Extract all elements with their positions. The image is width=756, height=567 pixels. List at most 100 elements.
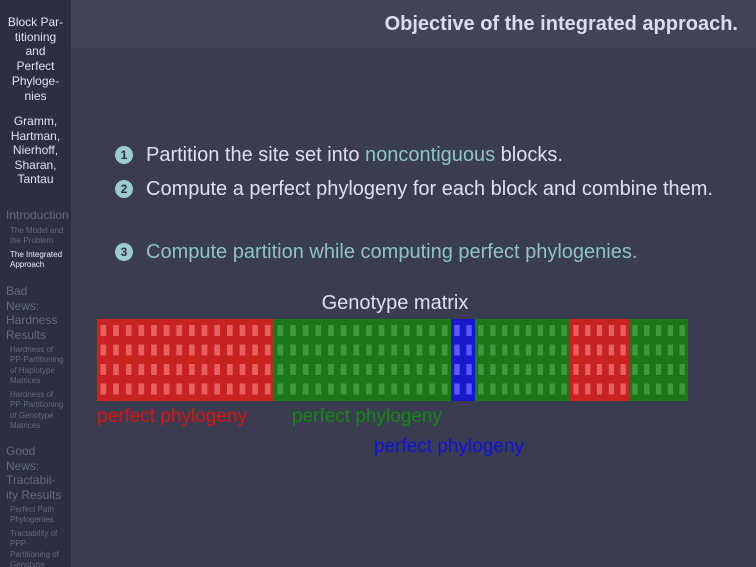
matrix-cell (138, 383, 145, 395)
item-part: blocks. (495, 144, 563, 166)
sidebar-subsection[interactable]: PP-Partitioning (10, 400, 64, 410)
matrix-cell (490, 344, 496, 356)
matrix-cell (302, 383, 309, 395)
matrix-cell (644, 364, 650, 375)
sidebar-subsection[interactable]: Partitioning of (10, 549, 59, 559)
matrix-cell (573, 383, 579, 395)
matrix-cell (264, 364, 271, 375)
matrix-cell (561, 325, 567, 336)
sidebar: Block Par-titioning and Perfect Phyloge-nie… (0, 0, 71, 567)
block-label: perfect phylogeny (374, 436, 524, 457)
sidebar-subsection[interactable]: The Integrated (10, 250, 63, 259)
sidebar-title: Phyloge- (11, 73, 60, 88)
matrix-cell (667, 344, 674, 356)
sidebar-subsection[interactable]: Matrices (10, 421, 41, 431)
matrix-cell (608, 325, 615, 336)
matrix-cell (632, 325, 638, 336)
matrix-cell (585, 383, 591, 395)
sidebar-section[interactable]: Introduction (6, 208, 69, 222)
sidebar-section[interactable]: News: (6, 458, 40, 473)
matrix-cell (201, 325, 208, 336)
sidebar-subsection[interactable]: PPP- (10, 539, 29, 549)
sidebar-section[interactable]: Good (6, 444, 36, 458)
matrix-cell (644, 344, 650, 356)
matrix-cell (277, 364, 284, 375)
matrix-cell (513, 325, 520, 336)
sidebar-section[interactable]: Tractabil- (6, 473, 56, 487)
matrix-cell (189, 364, 195, 375)
matrix-cell (608, 364, 615, 375)
matrix-cell (644, 325, 650, 336)
matrix-cell (632, 344, 638, 356)
sidebar-subsection[interactable]: PP-Partitioning (10, 355, 64, 365)
sidebar-subsection[interactable]: Perfect Path (10, 505, 55, 514)
sidebar-subsection[interactable]: Hardness of (10, 390, 54, 399)
sidebar-subsection[interactable]: Genotype (10, 560, 45, 567)
matrix-cell (655, 364, 662, 375)
sidebar-subsection[interactable]: of Genotype (10, 410, 54, 420)
sidebar-section[interactable]: ity Results (6, 487, 62, 502)
matrix-cell (667, 364, 674, 375)
matrix-cell (201, 364, 208, 375)
sidebar-section[interactable]: Bad (6, 284, 28, 298)
matrix-cell (264, 383, 271, 395)
sidebar-section[interactable]: News: (6, 298, 40, 313)
matrix-cell (176, 344, 183, 356)
matrix-cell (632, 383, 638, 395)
matrix-cell (201, 383, 208, 395)
matrix-cell (239, 344, 246, 356)
matrix-cell (290, 344, 296, 356)
matrix-cell (549, 344, 555, 356)
matrix-cell (403, 344, 410, 356)
matrix-cell (302, 325, 309, 336)
item-number: 3 (115, 243, 133, 261)
sidebar-subsection[interactable]: Tractability of (10, 529, 58, 538)
matrix-cell (100, 344, 107, 356)
matrix-cell (429, 364, 435, 375)
matrix-cell (454, 325, 460, 336)
matrix-cell (537, 344, 544, 356)
matrix-cell (366, 364, 372, 375)
matrix-cell (340, 325, 347, 336)
frame-title: Objective of the integrated approach. (384, 13, 738, 35)
sidebar-title: Perfect (16, 59, 55, 74)
sidebar-subsection[interactable]: Approach (10, 260, 45, 270)
matrix-cell (441, 325, 448, 336)
matrix-cell (573, 344, 579, 356)
matrix-cell (315, 325, 322, 336)
matrix-cell (429, 383, 435, 395)
matrix-cell (366, 383, 372, 395)
matrix-cell (403, 383, 410, 395)
matrix-cell (679, 383, 685, 395)
matrix-cell (549, 325, 555, 336)
matrix-cell (252, 325, 258, 336)
matrix-cell (416, 344, 423, 356)
matrix-cell (441, 344, 448, 356)
matrix-cell (100, 325, 107, 336)
sidebar-subsection[interactable]: the Problem (10, 236, 54, 246)
matrix-cell (454, 364, 460, 375)
sidebar-subsection[interactable]: Hardness of (10, 345, 54, 354)
sidebar-subsection[interactable]: of Haplotype (10, 365, 55, 375)
matrix-cell (328, 344, 334, 356)
matrix-cell (620, 325, 626, 336)
matrix-cell (290, 364, 296, 375)
matrix-cell (502, 325, 508, 336)
matrix-cell (214, 383, 221, 395)
matrix-cell (378, 344, 385, 356)
item-number: 2 (115, 180, 133, 198)
sidebar-section[interactable]: Hardness (6, 313, 58, 327)
sidebar-section[interactable]: Results (6, 327, 47, 342)
sidebar-subsection[interactable]: Phylogenies (10, 515, 54, 525)
matrix-cell (620, 364, 626, 375)
sidebar-subsection[interactable]: Matrices (10, 376, 41, 386)
matrix-cell (679, 364, 685, 375)
matrix-cell (113, 383, 119, 395)
matrix-cell (226, 344, 233, 356)
matrix-cell (113, 325, 119, 336)
sidebar-subsection[interactable]: The Model and (10, 226, 64, 235)
matrix-cell (585, 344, 591, 356)
matrix-cell (302, 364, 309, 375)
